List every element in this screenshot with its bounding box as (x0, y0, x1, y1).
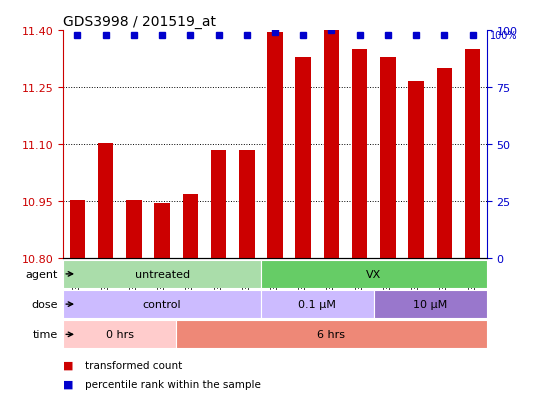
Bar (98, 143, 113, 258)
Bar (63, 290, 261, 318)
Bar (324, 31, 339, 258)
Text: control: control (143, 299, 182, 309)
Bar (409, 82, 424, 258)
Bar (176, 320, 487, 349)
Text: 6 hrs: 6 hrs (317, 330, 345, 339)
Bar (465, 50, 480, 258)
Text: agent: agent (25, 269, 58, 279)
Text: percentile rank within the sample: percentile rank within the sample (85, 379, 261, 389)
Bar (295, 57, 311, 258)
Bar (261, 260, 487, 288)
Text: dose: dose (31, 299, 58, 309)
Bar (211, 150, 226, 258)
Bar (126, 200, 141, 258)
Bar (155, 204, 170, 258)
Text: ■: ■ (63, 360, 74, 370)
Text: GDS3998 / 201519_at: GDS3998 / 201519_at (63, 14, 216, 28)
Text: transformed count: transformed count (85, 360, 183, 370)
Bar (374, 290, 487, 318)
Bar (380, 57, 395, 258)
Text: 100%: 100% (490, 31, 517, 41)
Bar (63, 320, 176, 349)
Text: 0 hrs: 0 hrs (106, 330, 134, 339)
Text: ■: ■ (63, 379, 74, 389)
Text: time: time (32, 330, 58, 339)
Bar (261, 290, 374, 318)
Bar (183, 195, 198, 258)
Text: 0.1 μM: 0.1 μM (299, 299, 336, 309)
Bar (70, 200, 85, 258)
Bar (437, 69, 452, 258)
Bar (352, 50, 367, 258)
Text: VX: VX (366, 269, 382, 279)
Bar (239, 150, 255, 258)
Text: 10 μM: 10 μM (413, 299, 447, 309)
Bar (267, 33, 283, 258)
Text: untreated: untreated (135, 269, 190, 279)
Bar (63, 260, 261, 288)
